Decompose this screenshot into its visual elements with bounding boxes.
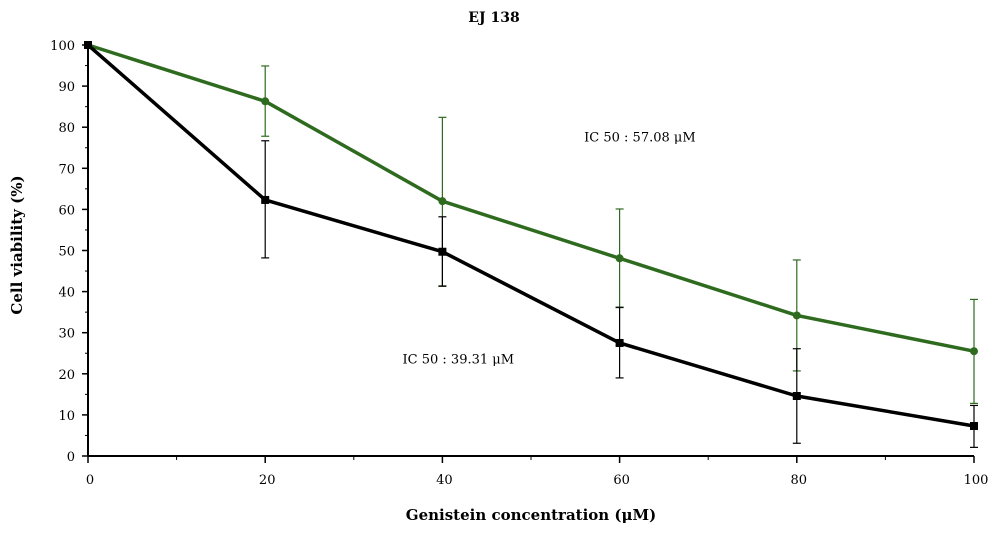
- x-tick-label: 80: [791, 473, 808, 488]
- data-point-circle: [792, 311, 801, 320]
- data-point-circle: [261, 97, 270, 106]
- y-tick-label: 100: [50, 39, 75, 54]
- y-tick-label: 10: [58, 409, 75, 424]
- x-tick-label: 20: [259, 473, 276, 488]
- x-axis-label: Genistein concentration (μM): [406, 506, 656, 524]
- data-point-circle: [615, 254, 624, 263]
- y-axis-label: Cell viability (%): [8, 175, 26, 314]
- series-lines: [86, 43, 975, 428]
- y-tick-label: 30: [58, 327, 75, 342]
- data-point-square: [615, 338, 624, 347]
- annotations: IC 50 : 57.08 μM IC 50 : 39.31 μM: [403, 131, 696, 368]
- series-line-1: [87, 43, 975, 353]
- y-tick-label: 0: [67, 450, 75, 465]
- x-tick-label: 100: [964, 473, 989, 488]
- data-point-square: [970, 421, 978, 430]
- data-point-square: [261, 195, 270, 204]
- y-tick-label: 50: [58, 245, 75, 260]
- data-point-circle: [970, 347, 978, 356]
- data-point-square: [438, 247, 447, 256]
- x-tick-label: 60: [613, 473, 630, 488]
- ic50-annotation: IC 50 : 39.31 μM: [403, 353, 515, 368]
- data-point-square: [84, 41, 92, 49]
- y-tick-label: 70: [58, 162, 75, 177]
- y-tick-label: 60: [58, 203, 75, 218]
- y-tick-label: 20: [58, 368, 75, 383]
- data-point-square: [792, 391, 801, 400]
- y-tick-label: 40: [58, 286, 75, 301]
- data-point-circle: [438, 197, 447, 206]
- series-line-2: [86, 43, 975, 428]
- y-tick-label: 80: [58, 121, 75, 136]
- chart-title: EJ 138: [468, 10, 519, 26]
- y-tick-label: 90: [58, 80, 75, 95]
- x-tick-label: 40: [436, 473, 453, 488]
- data-markers: [84, 41, 978, 430]
- axes: 0 10 20 30 40 50 60 70 80 90 100 0 20 40 60 80 100: [50, 39, 988, 488]
- ic50-annotation: IC 50 : 57.08 μM: [584, 131, 696, 146]
- x-tick-label: 0: [86, 473, 94, 488]
